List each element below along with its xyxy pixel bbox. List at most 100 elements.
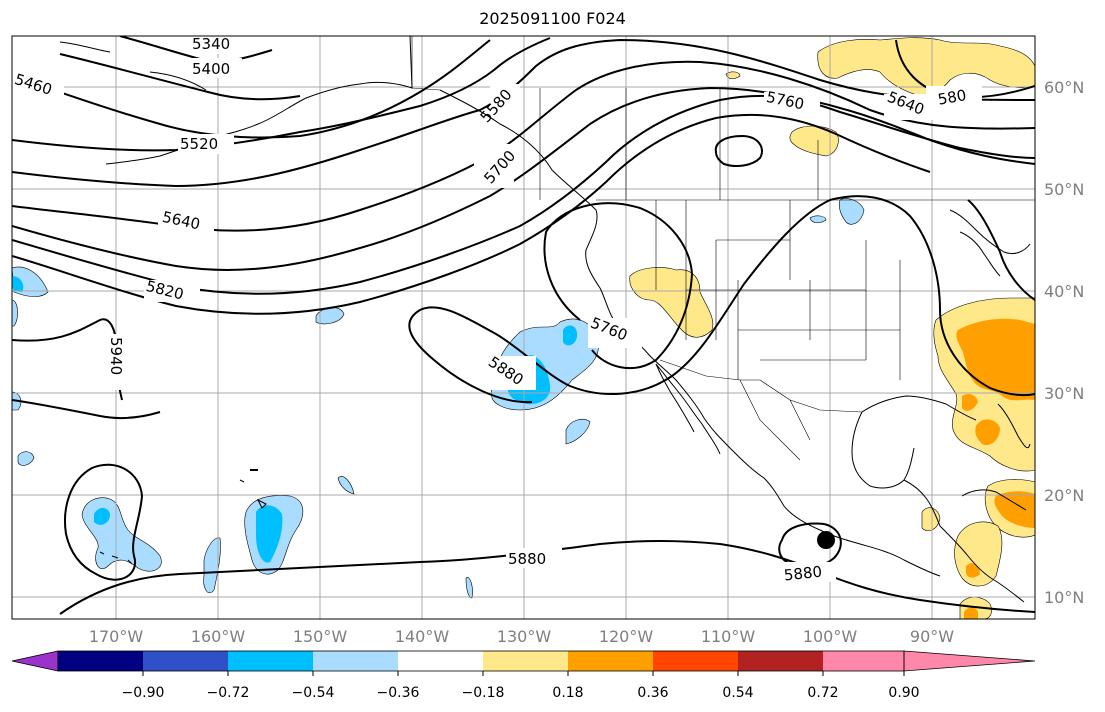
colorbar-tick-label: −0.90 [122, 685, 165, 701]
contour-label: 5880 [783, 563, 823, 585]
lon-label: 160°W [191, 627, 246, 646]
contour-5580 [12, 38, 1035, 188]
map-title: 2025091100 F024 [479, 9, 626, 28]
hawaii-islands [99, 479, 267, 565]
colorbar-segment [823, 651, 904, 671]
contour-label: 5880 [508, 550, 546, 568]
contour-east-trough [967, 199, 1035, 301]
neg-region-small-1 [565, 418, 591, 445]
lon-label: 170°W [89, 627, 144, 646]
colorbar-segment [313, 651, 398, 671]
neg-region-left-2 [12, 299, 18, 327]
pos-region-yucatan [921, 507, 941, 531]
colorbar-segment [738, 651, 823, 671]
contour-5880-subtropical-low [64, 463, 144, 581]
contour-label: 5400 [192, 60, 230, 78]
height-contours [12, 36, 1035, 615]
pos-region-small-pos [725, 71, 741, 80]
lon-label: 100°W [803, 627, 858, 646]
map-frame [11, 35, 1036, 620]
coast-alaska [59, 36, 413, 165]
coast-florida [997, 403, 1031, 449]
lon-label: 110°W [701, 627, 756, 646]
lon-label: 130°W [497, 627, 552, 646]
pos-region-canada-2 [789, 125, 839, 157]
contour-label: 5340 [192, 35, 230, 53]
border-us-states [655, 200, 901, 380]
contour-5820 [12, 113, 931, 315]
lat-label: 30°N [1044, 384, 1084, 403]
lat-label: 50°N [1044, 180, 1084, 199]
pos-core-central-am [966, 563, 980, 578]
neg-core-ca-2 [563, 325, 578, 346]
colorbar-tick-label: −0.18 [462, 685, 505, 701]
contour-closed-canada-low [714, 134, 763, 167]
pos-core-caribbean [994, 491, 1035, 528]
lat-label: 10°N [1044, 588, 1084, 607]
graticule [12, 36, 1035, 619]
neg-region-small-3 [17, 451, 35, 466]
neg-region-small-7 [465, 577, 473, 599]
coast-cuba [961, 489, 1027, 511]
contour-5400 [59, 53, 301, 101]
colorbar-tick-label: 0.72 [807, 685, 838, 701]
lon-label: 150°W [293, 627, 348, 646]
colorbar-tick-label: −0.36 [377, 685, 420, 701]
lat-label: 40°N [1044, 282, 1084, 301]
colorbar: −0.90 −0.72 −0.54 −0.36 −0.18 0.18 0.36 … [11, 650, 1036, 701]
pos-region-canada [817, 37, 1035, 97]
colorbar-ticks [142, 671, 905, 676]
border-us-mexico [659, 359, 863, 413]
lon-label: 120°W [599, 627, 654, 646]
contour-5460 [12, 39, 491, 139]
border-mexico-states [739, 379, 811, 461]
pos-core-se-3 [962, 394, 978, 411]
neg-core-hawaii-2 [256, 505, 283, 563]
neg-region-hawaii-3 [203, 537, 221, 594]
colorbar-extend-max [903, 650, 1036, 672]
contour-5760-ridge [543, 202, 694, 370]
colorbar-tick-label: −0.54 [292, 685, 335, 701]
pos-region-central-am [954, 521, 1003, 587]
neg-core-hawaii-1 [94, 508, 110, 525]
contour-5940 [12, 399, 161, 420]
colorbar-tick-label: −0.72 [207, 685, 250, 701]
colorbar-segment [398, 651, 483, 671]
colorbar-tick-label: 0.54 [722, 685, 753, 701]
longitude-labels: 170°W 160°W 150°W 140°W 130°W 120°W 110°… [89, 627, 954, 646]
contour-5880-main [59, 540, 1035, 615]
coast-yucatan [903, 479, 941, 527]
neg-core-left-1 [12, 276, 24, 292]
contour-5880-cyclone-ring [778, 522, 842, 569]
contour-5700 [12, 86, 1035, 271]
contour-5760-w [12, 94, 1035, 295]
lat-label: 20°N [1044, 486, 1084, 505]
colorbar-segment [653, 651, 738, 671]
contour-label: 5940 [107, 337, 125, 375]
lat-label: 60°N [1044, 78, 1084, 97]
latitude-labels: 60°N 50°N 40°N 30°N 20°N 10°N [1044, 78, 1084, 607]
colorbar-segment [568, 651, 653, 671]
colorbar-segment [58, 651, 143, 671]
colorbar-segment [228, 651, 313, 671]
coast-central-am [939, 525, 1025, 603]
pos-region-intermountain [629, 267, 714, 338]
contour-5520 [12, 37, 551, 152]
contour-labels: 5340 5400 5460 5520 5580 5640 5700 5760 … [12, 35, 982, 585]
pos-core-bottom-right [964, 607, 978, 619]
colorbar-segment [143, 651, 228, 671]
colorbar-tick-label: 0.18 [552, 685, 583, 701]
neg-region-small-4 [337, 476, 355, 495]
colorbar-extend-min [11, 650, 59, 672]
coast-greatlakes [949, 209, 1031, 277]
colorbar-tick-label: 0.36 [637, 685, 668, 701]
contour-label: 5520 [180, 135, 218, 153]
lon-label: 90°W [910, 627, 954, 646]
lon-label: 140°W [395, 627, 450, 646]
coast-gulf [851, 395, 977, 489]
tropical-cyclone-marker [817, 531, 835, 549]
contour-5880-eastern [408, 195, 1035, 404]
neg-region-small-6 [809, 215, 827, 224]
colorbar-segment [483, 651, 568, 671]
